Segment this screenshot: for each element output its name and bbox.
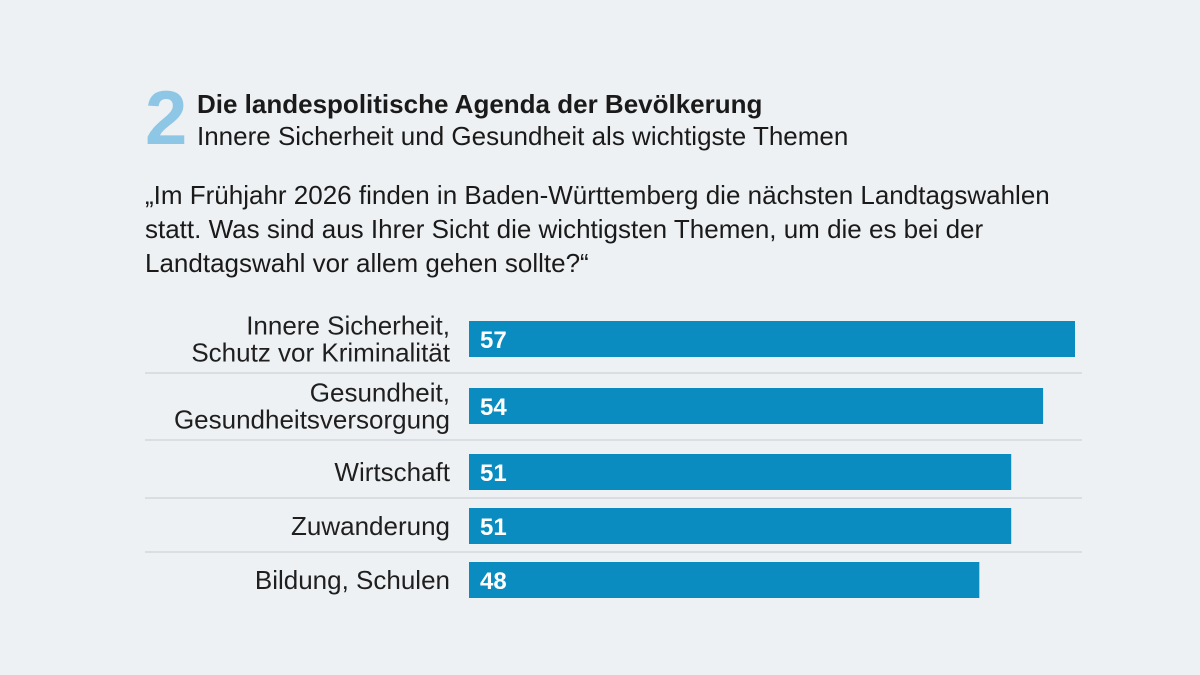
bar-2 bbox=[469, 454, 1012, 490]
chart-number: 2 bbox=[145, 76, 187, 161]
category-label: Wirtschaft bbox=[334, 457, 450, 487]
bar-4 bbox=[469, 562, 980, 598]
bar-value-label: 48 bbox=[480, 568, 507, 595]
bar-value-label: 51 bbox=[480, 514, 507, 541]
bar-value-label: 54 bbox=[480, 394, 507, 421]
category-label: Innere Sicherheit, bbox=[246, 311, 450, 341]
chart-subtitle: Innere Sicherheit und Gesundheit als wic… bbox=[197, 121, 849, 151]
bar-1 bbox=[469, 388, 1044, 424]
category-label: Gesundheit, bbox=[310, 378, 450, 408]
survey-question: „Im Frühjahr 2026 finden in Baden-Württe… bbox=[145, 180, 1050, 278]
chart-title: Die landespolitische Agenda der Bevölker… bbox=[197, 89, 763, 119]
bar-0 bbox=[469, 321, 1075, 357]
bar-value-label: 51 bbox=[480, 460, 507, 487]
category-label: Schutz vor Kriminalität bbox=[191, 338, 450, 368]
category-label: Zuwanderung bbox=[291, 511, 450, 541]
bar-value-label: 57 bbox=[480, 327, 507, 354]
bar-3 bbox=[469, 508, 1012, 544]
category-label: Bildung, Schulen bbox=[255, 565, 450, 595]
category-label: Gesundheitsversorgung bbox=[174, 405, 450, 435]
chart-header: 2 Die landespolitische Agenda der Bevölk… bbox=[145, 76, 1125, 161]
